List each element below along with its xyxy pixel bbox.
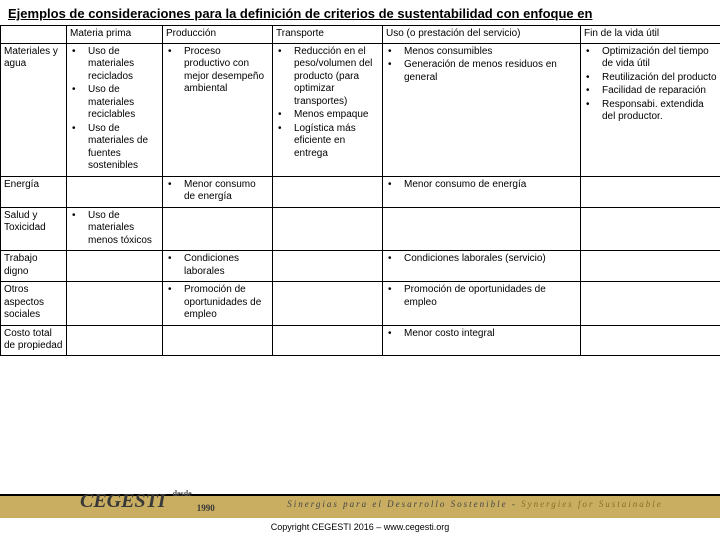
cell: Condiciones laborales [163, 251, 273, 282]
row-label: Materiales y agua [1, 43, 67, 176]
cell [383, 207, 581, 251]
cell [581, 251, 720, 282]
col-header-uso: Uso (o prestación del servicio) [383, 26, 581, 44]
list-item: Menor consumo de energía [386, 179, 577, 192]
table-body: Materiales y agua Uso de materiales reci… [1, 43, 720, 355]
list-item: Condiciones laborales [166, 253, 269, 278]
cell [581, 282, 720, 326]
cell [581, 176, 720, 207]
table-row: Trabajo digno Condiciones laborales Cond… [1, 251, 720, 282]
cell [163, 325, 273, 355]
list-item: Uso de materiales reciclados [70, 46, 159, 84]
cell [273, 282, 383, 326]
row-label: Costo total de propiedad [1, 325, 67, 355]
cell [273, 207, 383, 251]
cell [273, 251, 383, 282]
cell [581, 207, 720, 251]
cell [273, 176, 383, 207]
list-item: Reutilización del producto [584, 72, 717, 85]
footer-logo: CEGESTI desde 1990 [80, 490, 215, 513]
cell [67, 282, 163, 326]
col-header-blank [1, 26, 67, 44]
list-item: Facilidad de reparación [584, 85, 717, 98]
table-row: Salud y Toxicidad Uso de materiales meno… [1, 207, 720, 251]
row-label: Otros aspectos sociales [1, 282, 67, 326]
row-label: Energía [1, 176, 67, 207]
list-item: Logística más eficiente en entrega [276, 123, 379, 161]
list-item: Uso de materiales menos tóxicos [70, 210, 159, 248]
list-item: Menos empaque [276, 109, 379, 122]
cell: Menor consumo de energía [383, 176, 581, 207]
cell: Promoción de oportunidades de empleo [163, 282, 273, 326]
col-header-materia: Materia prima [67, 26, 163, 44]
list-item: Reducción en el peso/volumen del product… [276, 46, 379, 109]
cell [67, 325, 163, 355]
cell: Condiciones laborales (servicio) [383, 251, 581, 282]
list-item: Responsabi. extendida del productor. [584, 99, 717, 124]
criteria-table: Materia prima Producción Transporte Uso … [0, 25, 720, 356]
row-label: Trabajo digno [1, 251, 67, 282]
list-item: Generación de menos residuos en general [386, 59, 577, 84]
cell: Uso de materiales recicladosUso de mater… [67, 43, 163, 176]
logo-text: CEGESTI [80, 490, 166, 512]
list-item: Optimización del tiempo de vida útil [584, 46, 717, 71]
table-row: Energía Menor consumo de energía Menor c… [1, 176, 720, 207]
table-row: Costo total de propiedad Menor costo int… [1, 325, 720, 355]
cell [581, 325, 720, 355]
tagline-en: Synergies for Sustainable [521, 499, 663, 509]
col-header-produccion: Producción [163, 26, 273, 44]
cell: Uso de materiales menos tóxicos [67, 207, 163, 251]
cell: Menor costo integral [383, 325, 581, 355]
list-item: Promoción de oportunidades de empleo [166, 284, 269, 322]
footer: CEGESTI desde 1990 Sinergias para el Des… [0, 494, 720, 540]
list-item: Menor costo integral [386, 328, 577, 341]
list-item: Uso de materiales de fuentes sostenibles [70, 123, 159, 173]
table-row: Otros aspectos sociales Promoción de opo… [1, 282, 720, 326]
cell: Reducción en el peso/volumen del product… [273, 43, 383, 176]
col-header-transporte: Transporte [273, 26, 383, 44]
cell [163, 207, 273, 251]
list-item: Uso de materiales reciclables [70, 84, 159, 122]
cell [67, 251, 163, 282]
list-item: Condiciones laborales (servicio) [386, 253, 577, 266]
cell: Promoción de oportunidades de empleo [383, 282, 581, 326]
row-label: Salud y Toxicidad [1, 207, 67, 251]
col-header-fin: Fin de la vida útil [581, 26, 720, 44]
list-item: Promoción de oportunidades de empleo [386, 284, 577, 309]
tagline-es: Sinergias para el Desarrollo Sostenible … [287, 499, 521, 509]
logo-since: desde [173, 490, 192, 498]
cell: Menor consumo de energía [163, 176, 273, 207]
footer-copyright: Copyright CEGESTI 2016 – www.cegesti.org [0, 522, 720, 532]
list-item: Menos consumibles [386, 46, 577, 59]
cell [67, 176, 163, 207]
cell: Proceso productivo con mejor desempeño a… [163, 43, 273, 176]
cell [273, 325, 383, 355]
cell: Optimización del tiempo de vida útilReut… [581, 43, 720, 176]
cell: Menos consumiblesGeneración de menos res… [383, 43, 581, 176]
page-title: Ejemplos de consideraciones para la defi… [0, 0, 720, 25]
table-header-row: Materia prima Producción Transporte Uso … [1, 26, 720, 44]
logo-year: 1990 [197, 503, 215, 513]
table-row: Materiales y agua Uso de materiales reci… [1, 43, 720, 176]
list-item: Menor consumo de energía [166, 179, 269, 204]
footer-tagline: Sinergias para el Desarrollo Sostenible … [240, 499, 710, 509]
list-item: Proceso productivo con mejor desempeño a… [166, 46, 269, 96]
